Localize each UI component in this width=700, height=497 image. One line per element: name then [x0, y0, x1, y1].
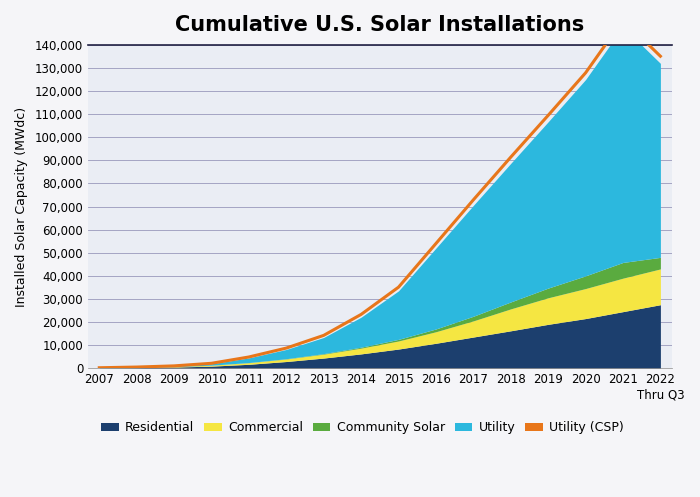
- Y-axis label: Installed Solar Capacity (MWdc): Installed Solar Capacity (MWdc): [15, 106, 28, 307]
- Legend: Residential, Commercial, Community Solar, Utility, Utility (CSP): Residential, Commercial, Community Solar…: [96, 416, 629, 439]
- Title: Cumulative U.S. Solar Installations: Cumulative U.S. Solar Installations: [175, 15, 584, 35]
